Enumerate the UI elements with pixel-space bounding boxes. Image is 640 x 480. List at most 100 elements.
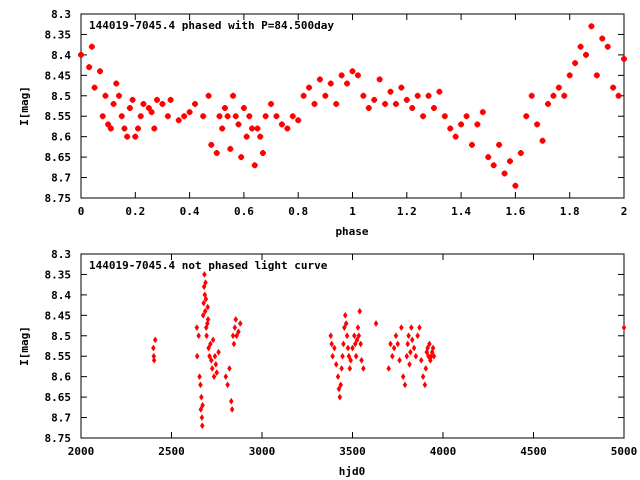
data-point [404, 352, 410, 360]
data-point [423, 365, 429, 372]
data-point [132, 133, 139, 140]
data-point [289, 113, 296, 120]
x-tick-label: 2 [621, 205, 628, 218]
data-point [468, 141, 475, 148]
data-point [332, 344, 337, 352]
chart-title-unphased: 144019-7045.4 not phased light curve [89, 259, 328, 272]
data-point [207, 352, 212, 360]
panel-phased: 0 0.2 0.4 0.6 0.8 1 1.2 1.4 1.6 1.8 2 8.3 8.35 8.4 8.4… [18, 8, 627, 238]
y-tick-label: 8.65 [45, 391, 72, 404]
data-point [284, 125, 291, 132]
y-tick-label: 8.55 [45, 350, 72, 363]
data-point [221, 105, 228, 112]
x-tick-label: 0.4 [180, 205, 200, 218]
data-point [135, 125, 142, 132]
data-point [397, 356, 402, 364]
data-point [340, 352, 345, 360]
y-tick-label: 8.7 [51, 172, 71, 185]
data-point [544, 100, 551, 107]
data-point [154, 96, 161, 103]
data-point [582, 51, 589, 58]
data-point [344, 80, 351, 87]
y-tick-label: 8.6 [51, 131, 71, 144]
data-point [200, 113, 207, 120]
y-tick-label: 8.55 [45, 110, 72, 123]
x-tick-label: 1 [349, 205, 356, 218]
data-point [429, 348, 435, 356]
data-point [257, 133, 264, 140]
data-point [420, 373, 426, 381]
data-point [300, 92, 307, 99]
data-point [295, 117, 302, 124]
x-tick-label: 0 [78, 205, 85, 218]
data-point [322, 92, 329, 99]
y-tick-label: 8.65 [45, 151, 72, 164]
data-point [198, 405, 204, 413]
y-tick-label: 8.45 [45, 309, 72, 322]
x-tick-label: 1.4 [451, 205, 471, 218]
data-point [528, 92, 535, 99]
data-point [228, 397, 234, 405]
data-point [200, 311, 206, 319]
data-point [159, 100, 166, 107]
data-point [328, 332, 334, 340]
data-point [306, 84, 313, 91]
data-point [232, 113, 239, 120]
data-point [501, 170, 508, 177]
y-tick-label: 8.35 [45, 28, 72, 41]
data-point [181, 113, 188, 120]
data-point [373, 320, 379, 327]
data-point [409, 336, 415, 344]
data-point [452, 133, 459, 140]
data-point [230, 92, 237, 99]
data-point [197, 373, 202, 381]
data-point [254, 125, 261, 132]
data-point [199, 393, 204, 401]
data-point [577, 43, 584, 50]
data-point [227, 365, 232, 372]
y-tick-label: 8.3 [51, 8, 71, 21]
x-tick-label: 4000 [430, 445, 457, 458]
data-point [588, 23, 595, 30]
data-point [474, 121, 481, 128]
data-point [390, 352, 395, 360]
y-tick-label: 8.5 [51, 90, 71, 103]
x-tick-label: 0.6 [234, 205, 254, 218]
data-point [249, 125, 256, 132]
y-tick-label: 8.3 [51, 248, 71, 261]
data-point [199, 414, 205, 422]
y-tick-label: 8.35 [45, 268, 72, 281]
data-point [506, 158, 513, 165]
data-point [209, 365, 215, 372]
data-point [240, 105, 247, 112]
data-point [140, 100, 147, 107]
data-point [415, 332, 420, 340]
data-point [268, 100, 275, 107]
data-point [413, 352, 419, 360]
data-point [333, 100, 340, 107]
data-point [406, 332, 411, 340]
data-point [196, 332, 201, 340]
data-point [126, 105, 133, 112]
data-point [205, 92, 212, 99]
data-point [371, 96, 378, 103]
data-point [121, 125, 128, 132]
data-point [496, 141, 503, 148]
data-point [330, 352, 335, 360]
data-point [358, 340, 363, 348]
data-point [418, 356, 424, 364]
data-point [113, 80, 120, 87]
data-point [194, 324, 200, 332]
data-point [463, 113, 470, 120]
data-point [339, 365, 344, 372]
data-point [621, 55, 627, 62]
data-point [365, 105, 372, 112]
data-point [88, 43, 95, 50]
data-point [566, 72, 573, 79]
data-point [550, 92, 557, 99]
data-point [200, 401, 205, 409]
data-point [354, 336, 360, 344]
data-point [490, 162, 497, 169]
x-tick-label: 4500 [520, 445, 547, 458]
data-point [356, 332, 362, 340]
